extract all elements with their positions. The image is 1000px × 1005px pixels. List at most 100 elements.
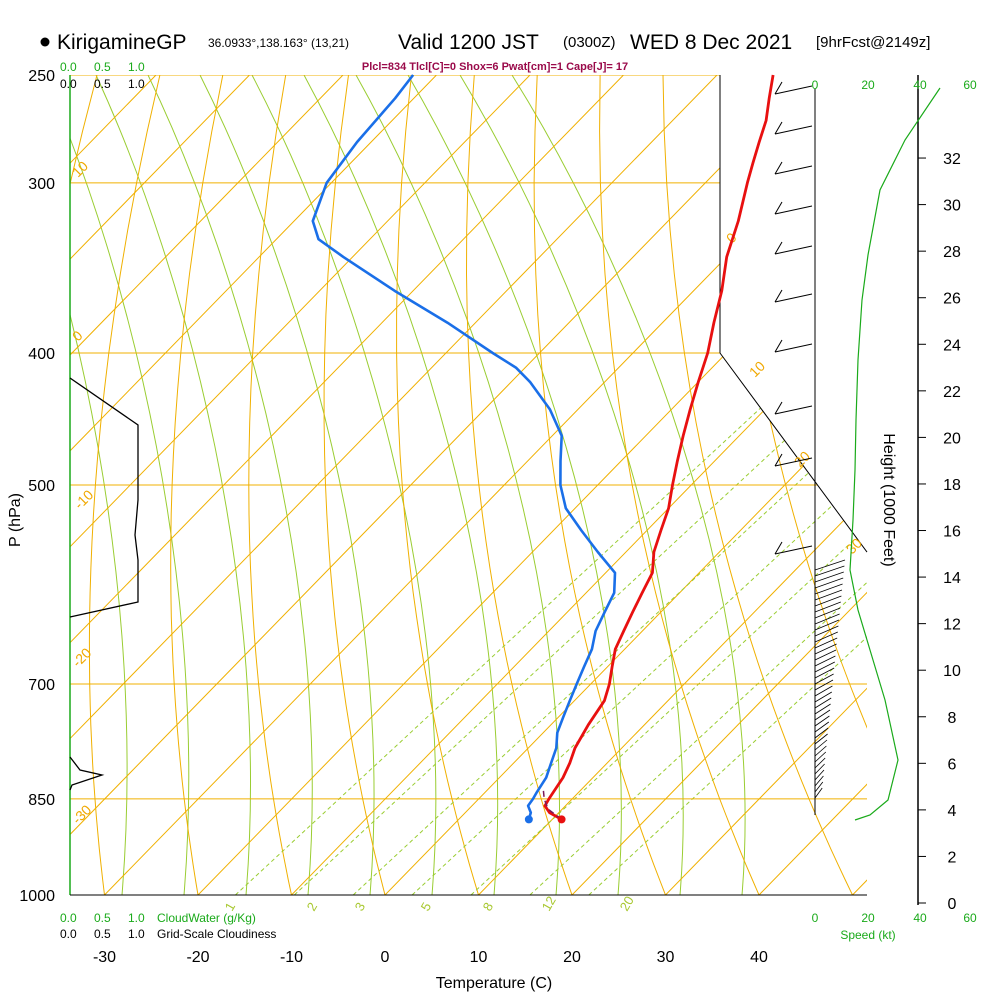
cloudiness-label: Grid-Scale Cloudiness: [157, 927, 276, 941]
pressure-tick-label: 700: [28, 677, 55, 694]
wind-barb-dense: [815, 566, 844, 576]
forecast-label: [9hrFcst@2149z]: [816, 34, 930, 51]
wind-barb-dense: [815, 782, 823, 792]
pressure-tick-label: 850: [28, 792, 55, 809]
stability-params: Plcl=834 Tlcl[C]=0 Shox=6 Pwat[cm]=1 Cap…: [362, 61, 628, 73]
valid-zulu: (0300Z): [563, 34, 616, 51]
plot-data-layer: [313, 75, 773, 823]
cloudiness-scale-top: 0.5: [94, 77, 111, 91]
mixing-ratio-label: 12: [539, 893, 559, 913]
wind-barb-dense: [815, 674, 834, 684]
temperature-tick-label: 40: [750, 949, 768, 966]
temperature-tick-label: -30: [93, 949, 116, 966]
cloud-water-scale-top: 0.0: [60, 60, 77, 74]
wind-barb-dense: [815, 680, 833, 690]
wind-barb-dense: [815, 572, 844, 582]
wind-barb-dense: [815, 644, 837, 654]
cloud-water-scale-bottom: 1.0: [128, 911, 145, 925]
station-name: KirigamineGP: [57, 31, 187, 54]
height-tick-label: 20: [943, 430, 961, 447]
wind-barb-dense: [815, 770, 824, 780]
cloudiness-scale-bottom: 0.0: [60, 927, 77, 941]
wind-barb-icon: [775, 542, 812, 554]
temperature-tick-label: -10: [280, 949, 303, 966]
speed-label: Speed (kt): [840, 928, 895, 942]
height-tick-label: 32: [943, 151, 961, 168]
wind-barb-dense: [815, 764, 825, 774]
height-tick-label: 12: [943, 617, 961, 634]
mixing-ratio-line: [530, 353, 1000, 895]
cloud-water-label: CloudWater (g/Kg): [157, 911, 256, 925]
speed-scale-bottom: 20: [861, 911, 875, 925]
temperature-tick-label: -20: [186, 949, 209, 966]
height-tick-label: 30: [943, 198, 961, 215]
height-tick-label: 28: [943, 244, 961, 261]
height-tick-label: 8: [948, 710, 957, 727]
speed-scale-top: 60: [963, 78, 977, 92]
valid-time: Valid 1200 JST: [398, 31, 539, 54]
chart-header: KirigamineGP 36.0933°,138.163° (13,21) V…: [41, 31, 931, 73]
wind-barb-dense: [815, 698, 831, 708]
height-tick-label: 18: [943, 477, 961, 494]
wind-barb-dense: [815, 578, 843, 588]
wind-barb-dense: [815, 692, 832, 702]
dry-adiabat: [852, 75, 1000, 895]
mixing-ratio-line: [235, 353, 820, 895]
isotherm-label: -20: [69, 644, 95, 670]
wind-barb-shaft: [775, 546, 812, 554]
temperature-tick-label: 20: [563, 949, 581, 966]
station-coords: 36.0933°,138.163° (13,21): [208, 36, 349, 50]
mixing-ratio-label: 8: [480, 900, 497, 914]
wind-barb-dense: [815, 668, 834, 678]
temperature-surface-marker: [558, 815, 566, 823]
cloud-water-scale-top: 1.0: [128, 60, 145, 74]
wind-barb-dense: [815, 656, 835, 666]
wind-barb-dense: [815, 746, 826, 756]
mixing-ratio-label: 2: [304, 900, 321, 914]
station-dot-icon: [41, 38, 50, 47]
wind-barb-dense: [815, 584, 843, 594]
pressure-tick-label: 300: [28, 176, 55, 193]
speed-scale-bottom: 0: [812, 911, 819, 925]
height-tick-label: 22: [943, 384, 961, 401]
wind-barb-dense: [815, 602, 841, 612]
wind-barb-dense: [815, 704, 831, 714]
wind-barb-dense: [815, 662, 835, 672]
speed-scale-top: 40: [913, 78, 927, 92]
isotherm-label: -10: [71, 486, 97, 512]
height-tick-label: 6: [948, 756, 957, 773]
cloudiness-scale-top: 1.0: [128, 77, 145, 91]
pressure-tick-label: 400: [28, 346, 55, 363]
height-axis-label: Height (1000 Feet): [880, 433, 897, 566]
cloud-water-scale-bottom: 0.5: [94, 911, 111, 925]
cloudiness-profile-low: [70, 757, 102, 790]
pressure-tick-label: 1000: [19, 888, 55, 905]
cloudiness-scale-bottom: 1.0: [128, 927, 145, 941]
x-axis-label: Temperature (C): [436, 975, 552, 992]
wind-barb-dense: [815, 722, 829, 732]
temperature-tick-label: 10: [470, 949, 488, 966]
valid-date: WED 8 Dec 2021: [630, 31, 792, 54]
pressure-tick-label: 500: [28, 478, 55, 495]
cloudiness-scale-bottom: 0.5: [94, 927, 111, 941]
speed-scale-top: 20: [861, 78, 875, 92]
dry-adiabat: [978, 75, 1000, 895]
wind-barb-dense: [815, 590, 842, 600]
height-tick-label: 14: [943, 570, 961, 587]
isotherm: [853, 75, 1000, 895]
wind-barb-dense: [815, 776, 823, 786]
grid-group: [0, 75, 1000, 895]
y-axis-label: P (hPa): [7, 493, 24, 547]
height-tick-label: 16: [943, 524, 961, 541]
wind-barb-dense: [815, 752, 826, 762]
temperature-tick-label: 0: [381, 949, 390, 966]
wind-barb-dense: [815, 728, 828, 738]
mixing-ratio-label: 3: [352, 900, 369, 914]
cloud-water-scale-top: 0.5: [94, 60, 111, 74]
cloudiness-scale-top: 0.0: [60, 77, 77, 91]
height-tick-label: 10: [943, 663, 961, 680]
pressure-tick-label: 250: [28, 68, 55, 85]
